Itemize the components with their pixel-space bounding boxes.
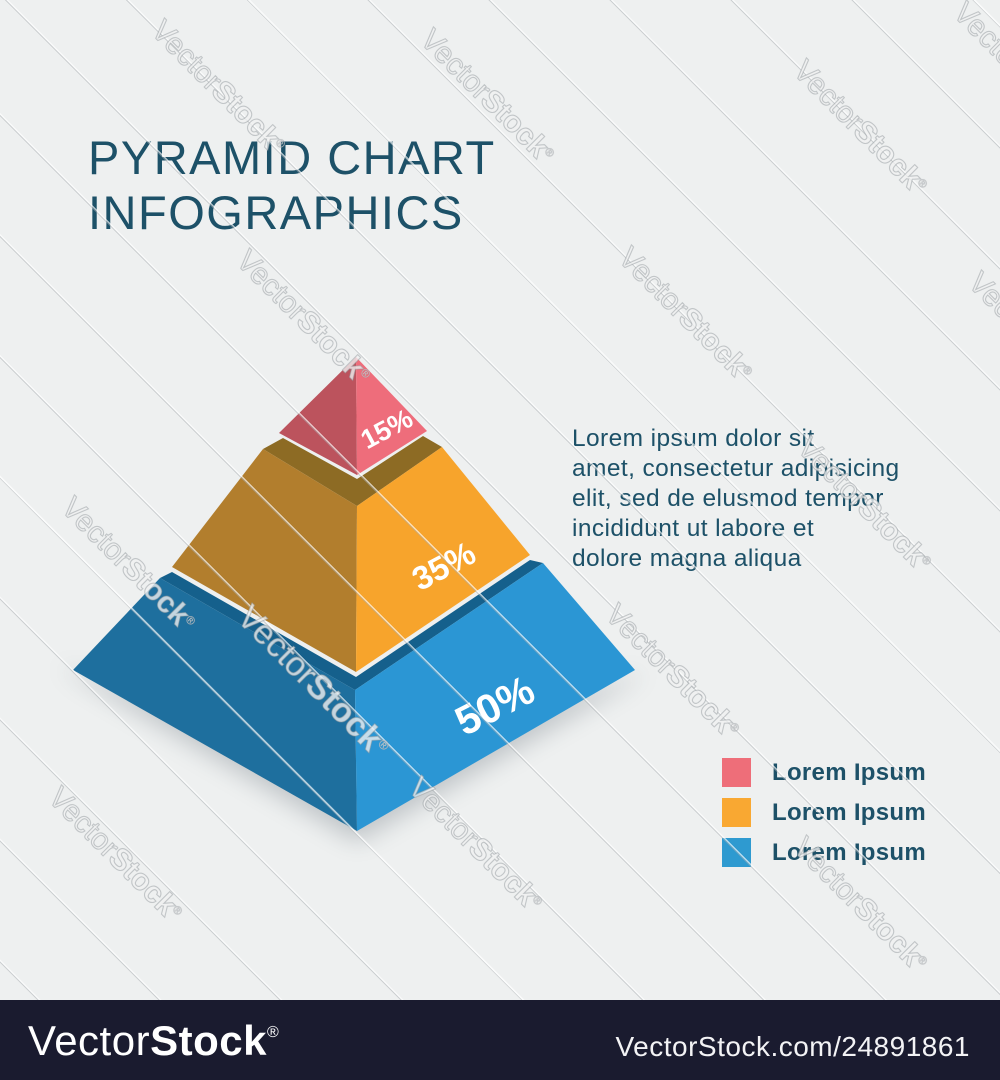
title-line-2: INFOGRAPHICS: [88, 186, 464, 239]
legend-label: Lorem Ipsum: [772, 838, 926, 866]
legend-label: Lorem Ipsum: [772, 798, 926, 826]
legend-swatch-orange: [722, 798, 751, 827]
legend-item: Lorem Ipsum: [722, 798, 926, 827]
page-title: PYRAMID CHART INFOGRAPHICS: [88, 130, 496, 240]
description-text: Lorem ipsum dolor sit amet, consectetur …: [572, 425, 900, 572]
logo-vector: Vector: [28, 1017, 151, 1064]
title-line-1: PYRAMID CHART: [88, 131, 496, 184]
legend-swatch-red: [722, 758, 751, 787]
legend-item: Lorem Ipsum: [722, 758, 926, 787]
legend-item: Lorem Ipsum: [722, 838, 926, 867]
legend-swatch-blue: [722, 838, 751, 867]
legend: Lorem Ipsum Lorem Ipsum Lorem Ipsum: [722, 758, 926, 878]
logo-stock: Stock: [150, 1017, 267, 1064]
legend-label: Lorem Ipsum: [772, 758, 926, 786]
image-reference-url: VectorStock.com/24891861: [615, 1031, 970, 1062]
vectorstock-logo: VectorStock®: [28, 1017, 279, 1065]
registered-mark-icon: ®: [266, 1024, 280, 1041]
